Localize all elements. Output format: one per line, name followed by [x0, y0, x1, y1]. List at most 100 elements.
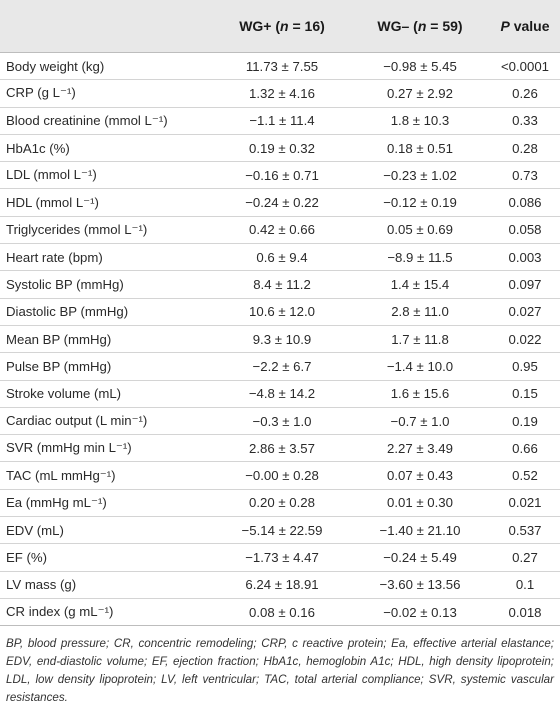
row-label: SVR (mmHg min L⁻¹): [0, 434, 214, 463]
row-wg-minus-value: 2.8 ± 11.0: [350, 298, 490, 326]
row-wg-plus-value: −0.16 ± 0.71: [214, 161, 350, 190]
table-row: Body weight (kg) 11.73 ± 7.55 −0.98 ± 5.45…: [0, 52, 560, 81]
header-p-value: P value: [490, 0, 560, 53]
row-wg-minus-value: 1.4 ± 15.4: [350, 270, 490, 299]
row-wg-minus-value: −1.40 ± 21.10: [350, 516, 490, 545]
row-p-value: <0.0001: [490, 52, 560, 81]
row-p-value: 0.003: [490, 243, 560, 272]
row-label: HbA1c (%): [0, 134, 214, 163]
header-row: WG+ (n = 16) WG– (n = 59) P value: [0, 0, 560, 53]
row-label: CR index (g mL⁻¹): [0, 598, 214, 627]
row-wg-plus-value: 0.08 ± 0.16: [214, 598, 350, 627]
row-wg-plus-value: 8.4 ± 11.2: [214, 270, 350, 299]
header-wg-minus-prefix: WG– (: [377, 18, 418, 34]
row-p-value: 0.73: [490, 161, 560, 190]
row-wg-plus-value: −1.73 ± 4.47: [214, 543, 350, 572]
row-p-value: 0.1: [490, 571, 560, 599]
row-p-value: 0.027: [490, 298, 560, 326]
row-p-value: 0.28: [490, 134, 560, 163]
table-row: LDL (mmol L⁻¹) −0.16 ± 0.71 −0.23 ± 1.02 0.…: [0, 161, 560, 190]
header-wg-plus: WG+ (n = 16): [214, 0, 350, 53]
row-wg-plus-value: −1.1 ± 11.4: [214, 107, 350, 135]
row-label: Mean BP (mmHg): [0, 325, 214, 354]
table-row: Ea (mmHg mL⁻¹) 0.20 ± 0.28 0.01 ± 0.30 0.02…: [0, 489, 560, 518]
row-wg-plus-value: 2.86 ± 3.57: [214, 434, 350, 463]
header-wg-plus-suffix: = 16): [288, 18, 325, 34]
row-p-value: 0.097: [490, 270, 560, 299]
row-p-value: 0.33: [490, 107, 560, 135]
table-body: Body weight (kg) 11.73 ± 7.55 −0.98 ± 5.45…: [0, 52, 560, 627]
table-row: LV mass (g) 6.24 ± 18.91 −3.60 ± 13.56 0.1: [0, 571, 560, 599]
row-label: HDL (mmol L⁻¹): [0, 188, 214, 217]
row-wg-minus-value: 2.27 ± 3.49: [350, 434, 490, 463]
row-p-value: 0.66: [490, 434, 560, 463]
row-label: Diastolic BP (mmHg): [0, 298, 214, 326]
header-wg-plus-prefix: WG+ (: [239, 18, 281, 34]
row-label: EF (%): [0, 543, 214, 572]
row-p-value: 0.022: [490, 325, 560, 354]
row-p-value: 0.537: [490, 516, 560, 545]
row-label: Body weight (kg): [0, 52, 214, 81]
row-p-value: 0.018: [490, 598, 560, 627]
row-wg-plus-value: 0.6 ± 9.4: [214, 243, 350, 272]
row-wg-minus-value: −0.12 ± 0.19: [350, 188, 490, 217]
row-label: Blood creatinine (mmol L⁻¹): [0, 107, 214, 135]
row-wg-minus-value: −0.23 ± 1.02: [350, 161, 490, 190]
row-p-value: 0.95: [490, 352, 560, 381]
row-wg-minus-value: 0.01 ± 0.30: [350, 489, 490, 518]
row-wg-minus-value: −3.60 ± 13.56: [350, 571, 490, 599]
row-p-value: 0.058: [490, 216, 560, 245]
row-wg-minus-value: 1.8 ± 10.3: [350, 107, 490, 135]
row-wg-plus-value: −4.8 ± 14.2: [214, 380, 350, 408]
table-row: Mean BP (mmHg) 9.3 ± 10.9 1.7 ± 11.8 0.022: [0, 325, 560, 354]
table-row: TAC (mL mmHg⁻¹) −0.00 ± 0.28 0.07 ± 0.43 0.…: [0, 461, 560, 490]
row-label: LDL (mmol L⁻¹): [0, 161, 214, 190]
row-wg-minus-value: −0.02 ± 0.13: [350, 598, 490, 627]
table-row: CR index (g mL⁻¹) 0.08 ± 0.16 −0.02 ± 0.13…: [0, 598, 560, 627]
row-label: CRP (g L⁻¹): [0, 79, 214, 108]
table-row: Diastolic BP (mmHg) 10.6 ± 12.0 2.8 ± 11.0…: [0, 298, 560, 326]
row-label: TAC (mL mmHg⁻¹): [0, 461, 214, 490]
row-p-value: 0.15: [490, 380, 560, 408]
table-row: Stroke volume (mL) −4.8 ± 14.2 1.6 ± 15.6 0…: [0, 380, 560, 408]
table-row: Pulse BP (mmHg) −2.2 ± 6.7 −1.4 ± 10.0 0.95: [0, 352, 560, 381]
row-p-value: 0.52: [490, 461, 560, 490]
table-row: Triglycerides (mmol L⁻¹) 0.42 ± 0.66 0.05 …: [0, 216, 560, 245]
row-label: Pulse BP (mmHg): [0, 352, 214, 381]
row-wg-plus-value: −2.2 ± 6.7: [214, 352, 350, 381]
table-row: HbA1c (%) 0.19 ± 0.32 0.18 ± 0.51 0.28: [0, 134, 560, 163]
row-p-value: 0.021: [490, 489, 560, 518]
header-wg-minus: WG– (n = 59): [350, 0, 490, 53]
row-wg-plus-value: −0.00 ± 0.28: [214, 461, 350, 490]
row-wg-minus-value: −0.98 ± 5.45: [350, 52, 490, 81]
row-wg-plus-value: 6.24 ± 18.91: [214, 571, 350, 599]
table-row: EF (%) −1.73 ± 4.47 −0.24 ± 5.49 0.27: [0, 543, 560, 572]
row-wg-minus-value: 1.6 ± 15.6: [350, 380, 490, 408]
row-wg-minus-value: 0.27 ± 2.92: [350, 79, 490, 108]
row-wg-minus-value: −1.4 ± 10.0: [350, 352, 490, 381]
row-wg-minus-value: 1.7 ± 11.8: [350, 325, 490, 354]
row-wg-plus-value: 9.3 ± 10.9: [214, 325, 350, 354]
header-wg-minus-n: n: [417, 18, 427, 34]
row-label: Triglycerides (mmol L⁻¹): [0, 216, 214, 245]
row-label: Systolic BP (mmHg): [0, 270, 214, 299]
table-row: SVR (mmHg min L⁻¹) 2.86 ± 3.57 2.27 ± 3.49…: [0, 434, 560, 463]
row-wg-minus-value: 0.18 ± 0.51: [350, 134, 490, 163]
row-wg-minus-value: 0.05 ± 0.69: [350, 216, 490, 245]
table-row: CRP (g L⁻¹) 1.32 ± 4.16 0.27 ± 2.92 0.26: [0, 79, 560, 108]
header-wg-minus-suffix: = 59): [426, 18, 463, 34]
row-p-value: 0.086: [490, 188, 560, 217]
table-row: Systolic BP (mmHg) 8.4 ± 11.2 1.4 ± 15.4 0.…: [0, 270, 560, 299]
row-wg-plus-value: 10.6 ± 12.0: [214, 298, 350, 326]
header-p: P: [500, 18, 510, 34]
table-header: WG+ (n = 16) WG– (n = 59) P value: [0, 0, 560, 53]
row-wg-plus-value: −0.3 ± 1.0: [214, 407, 350, 436]
table-row: Blood creatinine (mmol L⁻¹) −1.1 ± 11.4 1.…: [0, 107, 560, 135]
row-wg-minus-value: −8.9 ± 11.5: [350, 243, 490, 272]
row-p-value: 0.26: [490, 79, 560, 108]
table-row: EDV (mL) −5.14 ± 22.59 −1.40 ± 21.10 0.537: [0, 516, 560, 545]
table-row: Heart rate (bpm) 0.6 ± 9.4 −8.9 ± 11.5 0.00…: [0, 243, 560, 272]
row-wg-minus-value: −0.7 ± 1.0: [350, 407, 490, 436]
row-p-value: 0.19: [490, 407, 560, 436]
row-label: Cardiac output (L min⁻¹): [0, 407, 214, 436]
